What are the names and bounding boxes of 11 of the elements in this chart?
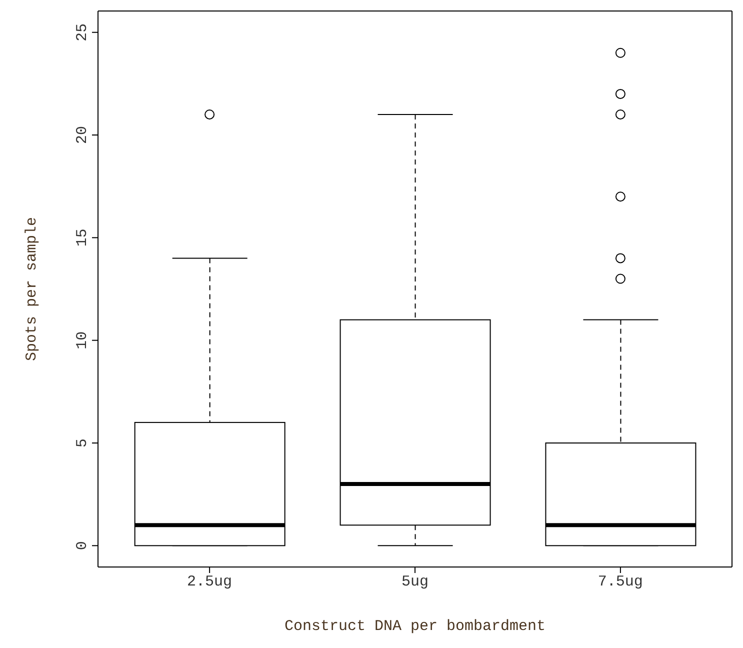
- y-tick-label: 5: [74, 438, 91, 448]
- x-tick-label: 2.5ug: [187, 574, 232, 591]
- y-axis-title: Spots per sample: [23, 216, 40, 362]
- y-tick-label: 15: [74, 228, 91, 247]
- x-tick-label: 5ug: [401, 574, 429, 591]
- y-tick-label: 0: [74, 541, 91, 550]
- y-tick-label: 20: [74, 126, 91, 144]
- x-axis-title: Construct DNA per bombardment: [284, 618, 546, 635]
- y-tick-label: 25: [74, 23, 91, 42]
- y-tick-label: 10: [74, 331, 91, 350]
- x-tick-label: 7.5ug: [598, 574, 643, 591]
